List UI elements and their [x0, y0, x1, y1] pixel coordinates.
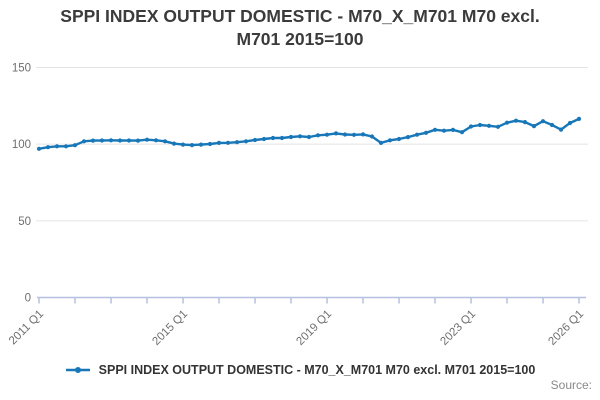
data-point[interactable] — [180, 142, 186, 147]
series-markers[interactable] — [36, 116, 582, 151]
x-tick-label: 2026 Q1 — [546, 308, 586, 348]
data-point[interactable] — [270, 135, 276, 141]
data-point[interactable] — [450, 127, 456, 132]
y-axis-labels: 0 50 100 150 — [12, 63, 31, 305]
data-point[interactable] — [531, 124, 537, 129]
data-point[interactable] — [63, 144, 69, 149]
data-point[interactable] — [405, 135, 411, 140]
data-point[interactable] — [396, 136, 402, 142]
x-tick-label: 2015 Q1 — [150, 308, 190, 348]
y-tick-label: 100 — [12, 139, 31, 151]
x-axis — [37, 296, 586, 304]
data-point[interactable] — [216, 140, 222, 145]
data-point[interactable] — [351, 132, 357, 137]
data-point[interactable] — [558, 127, 564, 132]
legend-item[interactable]: SPPI INDEX OUTPUT DOMESTIC - M70_X_M701 … — [65, 363, 536, 377]
chart-title: SPPI INDEX OUTPUT DOMESTIC - M70_X_M701 … — [20, 5, 580, 51]
y-tick-label: 0 — [25, 293, 31, 305]
data-point[interactable] — [135, 138, 141, 143]
data-point[interactable] — [108, 138, 114, 143]
data-point[interactable] — [90, 138, 96, 143]
data-point[interactable] — [36, 146, 42, 151]
data-point[interactable] — [549, 122, 555, 128]
data-point[interactable] — [81, 139, 87, 144]
legend-line-marker-icon — [65, 367, 90, 373]
data-point[interactable] — [477, 122, 483, 128]
source-label: Source: — [550, 378, 592, 392]
data-point[interactable] — [441, 128, 447, 133]
data-point[interactable] — [144, 137, 150, 142]
data-point[interactable] — [252, 137, 258, 143]
data-point[interactable] — [468, 124, 474, 129]
data-point[interactable] — [54, 144, 60, 149]
data-point[interactable] — [288, 134, 294, 140]
data-point[interactable] — [234, 140, 240, 145]
data-point[interactable] — [540, 119, 546, 124]
data-point[interactable] — [153, 138, 159, 143]
data-point[interactable] — [261, 136, 267, 142]
data-point[interactable] — [162, 139, 168, 144]
data-point[interactable] — [567, 120, 573, 126]
data-point[interactable] — [198, 142, 204, 147]
data-point[interactable] — [117, 138, 123, 143]
chart-title-line2: M701 2015=100 — [236, 29, 364, 49]
data-point[interactable] — [387, 138, 393, 143]
data-point[interactable] — [513, 118, 519, 123]
data-point[interactable] — [342, 132, 348, 137]
data-point[interactable] — [315, 133, 321, 138]
data-point[interactable] — [306, 134, 312, 140]
data-point[interactable] — [414, 132, 420, 137]
data-point[interactable] — [495, 124, 501, 129]
x-tick-label: 2011 Q1 — [7, 308, 46, 347]
data-point[interactable] — [432, 127, 438, 132]
data-point[interactable] — [369, 134, 375, 139]
data-point[interactable] — [486, 123, 492, 128]
data-point[interactable] — [225, 140, 231, 145]
data-point[interactable] — [522, 120, 528, 125]
data-point[interactable] — [72, 143, 78, 148]
data-point[interactable] — [378, 140, 384, 145]
data-point[interactable] — [207, 141, 213, 147]
data-point[interactable] — [423, 130, 429, 135]
legend: SPPI INDEX OUTPUT DOMESTIC - M70_X_M701 … — [0, 363, 600, 377]
data-point[interactable] — [279, 135, 285, 141]
data-point[interactable] — [126, 138, 132, 143]
data-point[interactable] — [243, 139, 249, 144]
data-point[interactable] — [171, 141, 177, 146]
x-tick-label: 2019 Q1 — [294, 308, 334, 348]
legend-label: SPPI INDEX OUTPUT DOMESTIC - M70_X_M701 … — [98, 363, 536, 377]
data-point[interactable] — [45, 145, 51, 150]
x-tick-label: 2023 Q1 — [438, 308, 478, 348]
gridlines — [36, 67, 588, 222]
data-point[interactable] — [297, 134, 303, 139]
data-point[interactable] — [189, 143, 195, 148]
x-axis-labels: 2011 Q1 2015 Q1 2019 Q1 2023 Q1 2026 Q1 — [7, 308, 586, 348]
data-point[interactable] — [99, 138, 105, 143]
chart-title-line1: SPPI INDEX OUTPUT DOMESTIC - M70_X_M701 … — [60, 6, 540, 26]
data-point[interactable] — [459, 130, 465, 135]
data-point[interactable] — [576, 116, 582, 121]
data-point[interactable] — [333, 131, 339, 136]
data-point[interactable] — [360, 132, 366, 137]
data-point[interactable] — [504, 120, 510, 125]
y-tick-label: 50 — [18, 216, 31, 228]
data-point[interactable] — [324, 132, 330, 137]
y-tick-label: 150 — [12, 63, 31, 75]
